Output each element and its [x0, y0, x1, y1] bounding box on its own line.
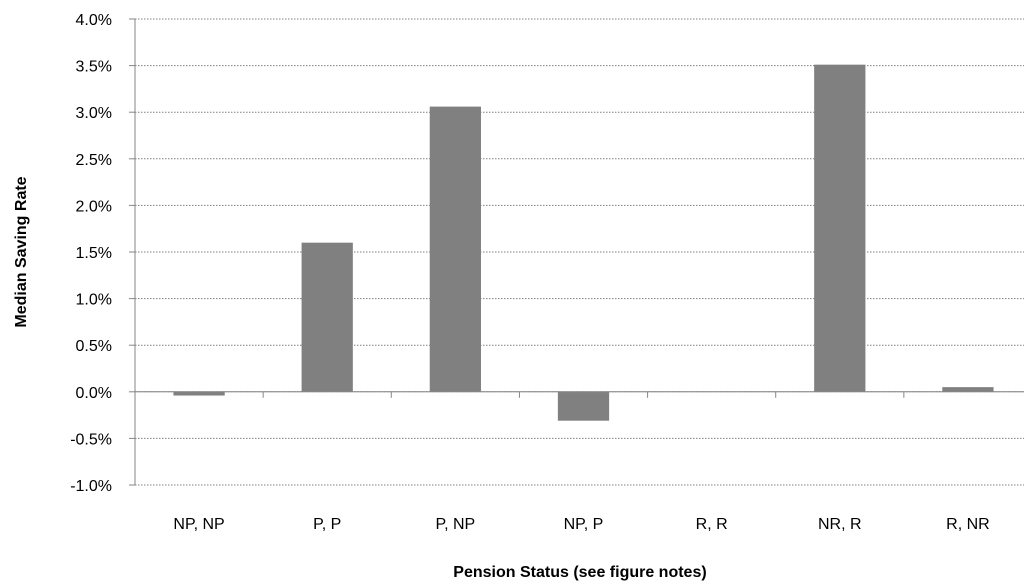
y-tick-label: -1.0%	[70, 478, 112, 495]
y-tick-label: 2.0%	[76, 198, 112, 215]
x-axis-title: Pension Status (see figure notes)	[453, 564, 706, 581]
bar-np-p	[557, 391, 610, 421]
bar-r-nr	[942, 387, 994, 392]
axes	[129, 18, 1024, 486]
bars	[173, 64, 994, 421]
x-tick-labels: NP, NP P, P P, NP NP, P R, R NR, R R, NR	[173, 516, 989, 533]
y-tick-label: 3.5%	[76, 59, 112, 76]
bar-np-np	[173, 391, 225, 396]
x-tick-label: NR, R	[818, 516, 862, 533]
x-tick-label: NP, P	[564, 516, 604, 533]
x-tick-label: P, P	[313, 516, 341, 533]
y-tick-label: 1.0%	[76, 292, 112, 309]
bar-p-np	[429, 106, 481, 392]
y-tick-label: 3.0%	[76, 105, 112, 122]
y-tick-label: 0.5%	[76, 338, 112, 355]
x-tick-label: NP, NP	[173, 516, 224, 533]
gridlines	[135, 18, 1024, 486]
y-tick-label: 2.5%	[76, 152, 112, 169]
y-tick-label: -0.5%	[70, 431, 112, 448]
y-tick-label: 0.0%	[76, 385, 112, 402]
x-tick-label: R, R	[696, 516, 728, 533]
y-axis-title: Median Saving Rate	[13, 176, 30, 327]
x-tick-label: P, NP	[435, 516, 475, 533]
bar-p-p	[301, 242, 353, 392]
y-tick-label: 4.0%	[76, 12, 112, 29]
x-tick-label: R, NR	[946, 516, 990, 533]
y-tick-label: 1.5%	[76, 245, 112, 262]
y-tick-labels: -1.0% -0.5% 0.0% 0.5% 1.0% 1.5% 2.0% 2.5% 3.0% 3.…	[70, 12, 112, 495]
bar-nr-r	[814, 64, 866, 392]
